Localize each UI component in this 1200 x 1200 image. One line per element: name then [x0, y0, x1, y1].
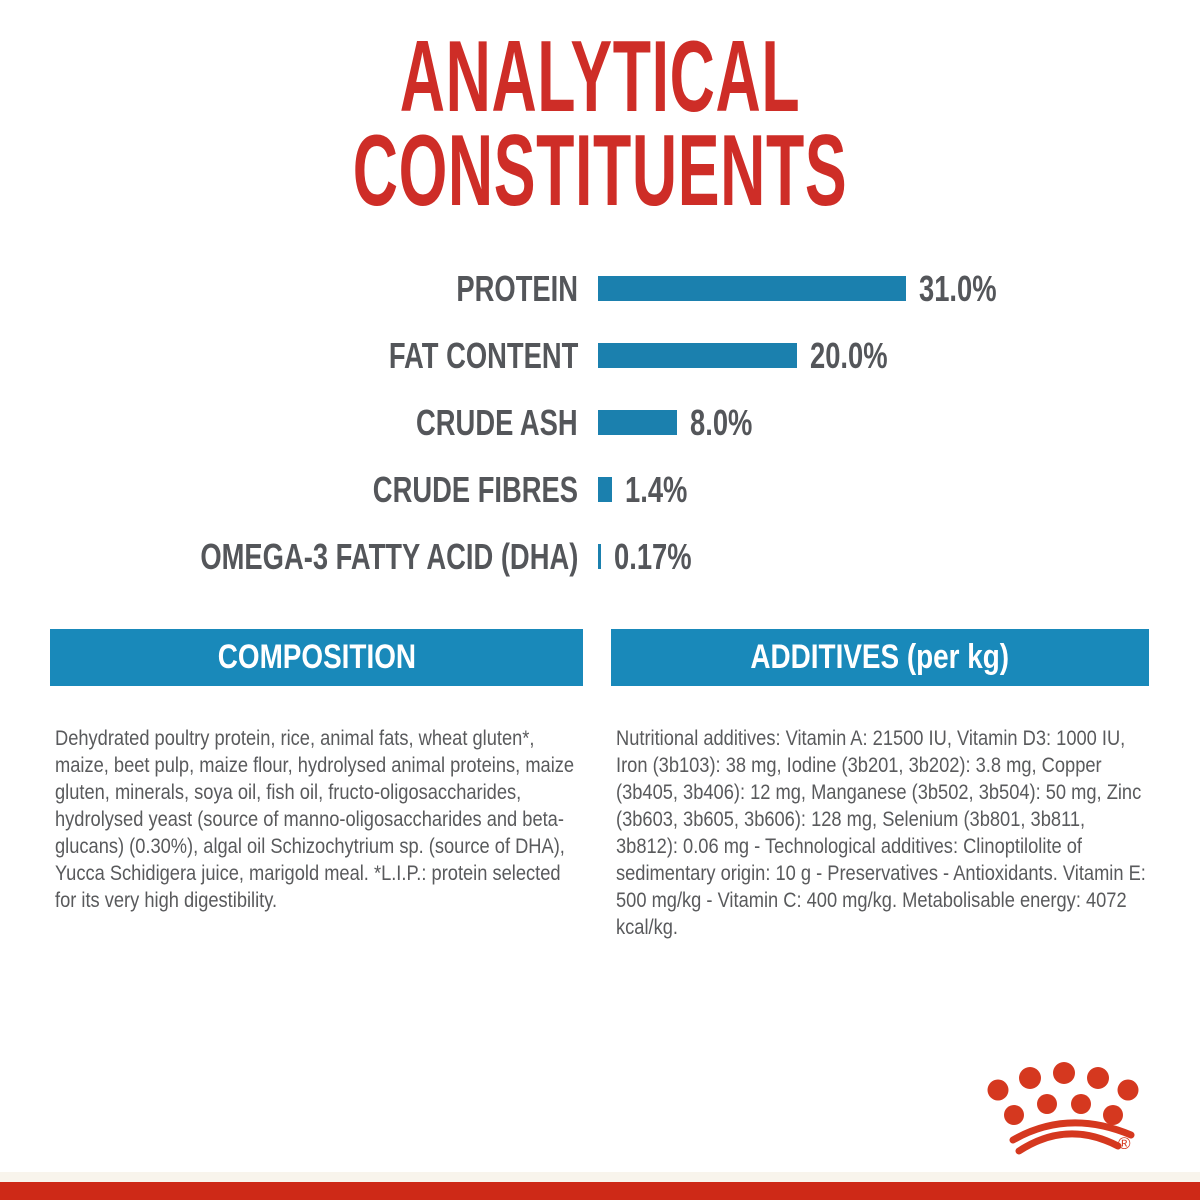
- chart-row: OMEGA-3 FATTY ACID (DHA) 0.17%: [0, 536, 1200, 577]
- bar: [598, 477, 612, 502]
- bar-label: CRUDE FIBRES: [372, 469, 578, 510]
- bar-value: 1.4%: [625, 469, 688, 510]
- composition-header: COMPOSITION: [217, 638, 416, 676]
- crown-arcs: [1009, 1119, 1135, 1155]
- bar-value: 20.0%: [810, 335, 888, 376]
- cream-divider-strip: [0, 1172, 1200, 1182]
- brand-crown-logo: ®: [987, 1062, 1139, 1155]
- chart-row: CRUDE ASH 8.0%: [0, 402, 1200, 443]
- composition-header-banner: COMPOSITION: [50, 629, 583, 686]
- additives-header-banner: ADDITIVES (per kg): [611, 629, 1149, 686]
- registered-trademark: ®: [1118, 1134, 1131, 1153]
- bottom-accent-bar: [0, 1182, 1200, 1200]
- bar-value: 8.0%: [690, 402, 753, 443]
- bar: [598, 544, 601, 569]
- bar-label: PROTEIN: [456, 268, 578, 309]
- page-title: ANALYTICAL CONSTITUENTS: [228, 21, 972, 227]
- bar-label: OMEGA-3 FATTY ACID (DHA): [200, 536, 578, 577]
- composition-body: Dehydrated poultry protein, rice, animal…: [55, 725, 575, 912]
- page-title-line1: ANALYTICAL: [399, 21, 801, 133]
- bar-label: FAT CONTENT: [388, 335, 578, 376]
- bar: [598, 276, 906, 301]
- crown-dots: [987, 1062, 1139, 1125]
- bar-value: 0.17%: [614, 536, 692, 577]
- additives-header: ADDITIVES (per kg): [750, 638, 1010, 676]
- bar: [598, 343, 797, 368]
- bar-label: CRUDE ASH: [416, 402, 578, 443]
- page-title-line2: CONSTITUENTS: [352, 115, 848, 227]
- chart-row: FAT CONTENT 20.0%: [0, 335, 1200, 376]
- bar: [598, 410, 677, 435]
- additives-body: Nutritional additives: Vitamin A: 21500 …: [616, 725, 1146, 939]
- chart-row: PROTEIN 31.0%: [0, 268, 1200, 309]
- chart-row: CRUDE FIBRES 1.4%: [0, 469, 1200, 510]
- bar-value: 31.0%: [919, 268, 997, 309]
